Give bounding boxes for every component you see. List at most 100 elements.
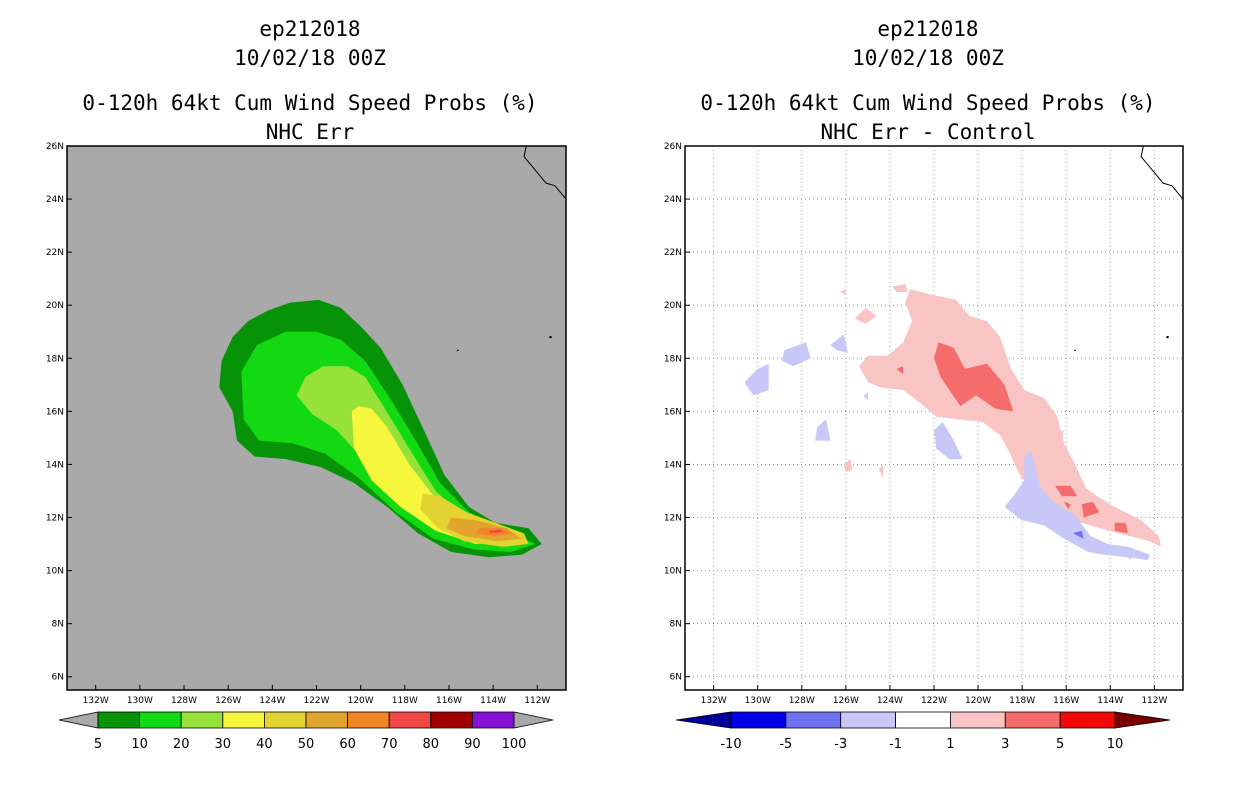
y-tick-label: 8N xyxy=(52,620,64,630)
contour-fill-1-3 xyxy=(839,289,846,295)
colorbar-swatch xyxy=(347,711,390,729)
left-title-product: 0-120h 64kt Cum Wind Speed Probs (%) xyxy=(82,91,537,115)
colorbar: 5 10 20 30 40 50 60 70 80 90 100 xyxy=(58,711,554,752)
map-body xyxy=(219,146,566,558)
contour-fill-1-3 xyxy=(854,307,877,324)
right-title-storm-id: ep212018 xyxy=(877,17,978,41)
x-tick-label: 128W xyxy=(171,696,197,706)
left-title-subtitle: NHC Err xyxy=(266,120,355,144)
colorbar-swatch xyxy=(388,711,432,729)
y-tick-label: 6N xyxy=(670,673,682,683)
colorbar-label: 90 xyxy=(464,737,481,752)
colorbar-swatch xyxy=(785,711,842,729)
colorbar-swatch xyxy=(895,711,951,729)
x-tick-label: 132W xyxy=(701,696,727,706)
colorbar-left-arrow xyxy=(675,711,732,729)
island-marker xyxy=(1166,335,1169,339)
colorbar-left-arrow xyxy=(58,711,99,729)
contour-fill-3-5 xyxy=(1055,485,1078,497)
x-tick-label: 120W xyxy=(965,696,991,706)
y-tick-label: 16N xyxy=(46,407,64,417)
colorbar-label: 80 xyxy=(423,737,440,752)
colorbar: -10 -5 -3 -1 1 3 5 10 xyxy=(675,711,1171,752)
colorbar-label: 60 xyxy=(339,737,356,752)
contour-fill--3--1 xyxy=(782,342,811,367)
contour-fill-1-3 xyxy=(892,284,908,292)
right-panel-nhc-err-minus-control: ep212018 10/02/18 00Z 0-120h 64kt Cum Wi… xyxy=(664,17,1184,752)
colorbar-label: 100 xyxy=(502,737,527,752)
island-marker xyxy=(1074,349,1076,352)
colorbar-swatch xyxy=(730,711,787,729)
y-tick-label: 24N xyxy=(46,195,64,205)
contour-fill--3--1 xyxy=(1004,451,1150,560)
y-tick-label: 6N xyxy=(52,673,64,683)
y-tick-label: 22N xyxy=(664,248,682,258)
x-tick-label: 116W xyxy=(436,696,462,706)
x-tick-label: 112W xyxy=(1141,696,1167,706)
x-tick-label: 114W xyxy=(1097,696,1123,706)
contour-fill-1-3 xyxy=(843,459,853,473)
colorbar-swatch xyxy=(1059,711,1116,729)
x-tick-label: 122W xyxy=(921,696,947,706)
contour-fill-1-3 xyxy=(1057,429,1064,441)
colorbar-swatch xyxy=(950,711,1006,729)
colorbar-swatch xyxy=(840,711,896,729)
left-panel-nhc-err: ep212018 10/02/18 00Z 0-120h 64kt Cum Wi… xyxy=(46,17,567,752)
contour-fill--3--1 xyxy=(934,422,963,460)
y-tick-label: 26N xyxy=(46,142,64,152)
colorbar-label: -3 xyxy=(834,737,847,752)
colorbar-label: 30 xyxy=(215,737,232,752)
contour-fill-70-80 xyxy=(488,529,505,534)
x-tick-label: 114W xyxy=(480,696,506,706)
left-title-date: 10/02/18 00Z xyxy=(234,46,386,70)
y-tick-label: 26N xyxy=(664,142,682,152)
y-tick-label: 10N xyxy=(664,567,682,577)
y-tick-label: 14N xyxy=(46,460,64,470)
y-tick-label: 14N xyxy=(664,460,682,470)
map-body xyxy=(685,146,1183,690)
y-tick-label: 22N xyxy=(46,248,64,258)
colorbar-label: 50 xyxy=(298,737,315,752)
x-tick-label: 118W xyxy=(1009,696,1035,706)
y-tick-label: 12N xyxy=(46,514,64,524)
coastline-baja xyxy=(1140,146,1183,200)
x-tick-label: 122W xyxy=(303,696,329,706)
colorbar-label: 40 xyxy=(256,737,273,752)
colorbar-label: -5 xyxy=(779,737,792,752)
colorbar-swatch xyxy=(97,711,140,729)
right-title-subtitle: NHC Err - Control xyxy=(821,120,1036,144)
contour-fill-3-5 xyxy=(1081,501,1100,518)
x-tick-label: 128W xyxy=(789,696,815,706)
colorbar-label: 70 xyxy=(381,737,398,752)
island-marker xyxy=(549,335,552,339)
contour-fill--5--3 xyxy=(1072,530,1084,539)
contour-fill--3--1 xyxy=(744,363,769,396)
colorbar-label: -1 xyxy=(889,737,902,752)
y-tick-label: 8N xyxy=(670,620,682,630)
colorbar-swatch xyxy=(430,711,473,729)
contour-fill-3-5 xyxy=(896,366,904,375)
left-title-storm-id: ep212018 xyxy=(259,17,360,41)
x-tick-label: 116W xyxy=(1053,696,1079,706)
contour-fill-3-5 xyxy=(934,342,1014,412)
colorbar-label: 5 xyxy=(1056,737,1064,752)
x-tick-label: 126W xyxy=(215,696,241,706)
right-title-date: 10/02/18 00Z xyxy=(852,46,1004,70)
x-tick-label: 130W xyxy=(745,696,771,706)
y-tick-label: 20N xyxy=(664,301,682,311)
contour-fill--3--1 xyxy=(830,334,849,353)
coastline-baja xyxy=(523,146,566,200)
island-marker xyxy=(457,349,459,352)
contour-fill-3-5 xyxy=(1114,522,1128,534)
colorbar-label: 3 xyxy=(1001,737,1009,752)
contour-fill-3-5 xyxy=(1064,501,1071,510)
colorbar-right-arrow xyxy=(1114,711,1171,729)
y-tick-label: 16N xyxy=(664,407,682,417)
colorbar-swatch xyxy=(222,711,265,729)
colorbar-label: 10 xyxy=(1107,737,1124,752)
colorbar-swatch xyxy=(263,711,307,729)
y-tick-label: 18N xyxy=(46,354,64,364)
colorbar-label: 10 xyxy=(131,737,148,752)
x-tick-label: 132W xyxy=(83,696,109,706)
